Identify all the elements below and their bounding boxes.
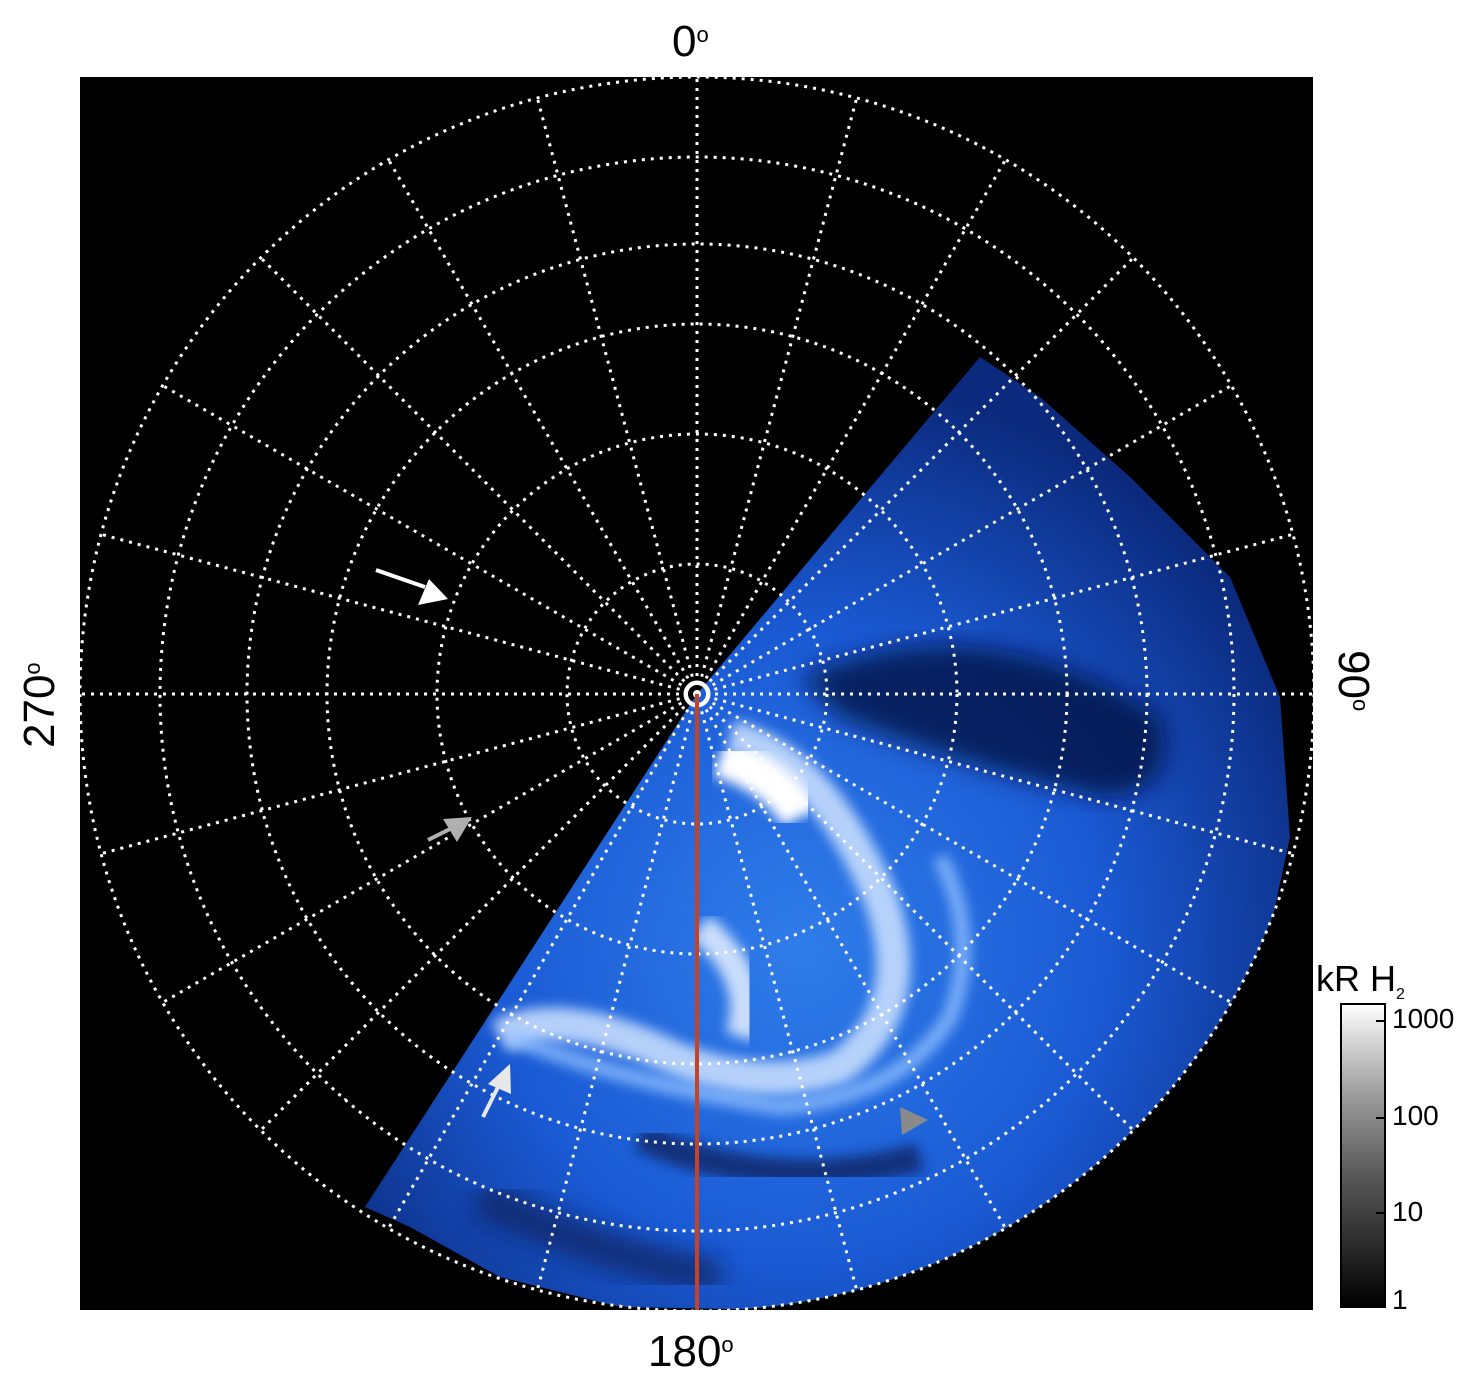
auroral-emission-region <box>365 357 1290 1310</box>
grid-spoke <box>100 532 698 696</box>
polar-image-frame <box>80 77 1313 1310</box>
colorbar-tick-1: 1 <box>1392 1284 1408 1315</box>
grid-spoke <box>161 692 698 1004</box>
colorbar-tickmark <box>1376 1212 1386 1214</box>
arrow-light-lower-left <box>481 1064 511 1118</box>
colorbar-tick-100: 100 <box>1392 1100 1439 1131</box>
arrow-white-upper-left <box>375 568 448 605</box>
polar-image <box>80 77 1313 1310</box>
grid-spoke <box>100 692 698 856</box>
colorbar-tickmark <box>1376 1117 1386 1119</box>
grid-spoke <box>695 256 1135 696</box>
polar-grid-spokes <box>80 77 1313 1310</box>
grid-spoke <box>259 692 699 1132</box>
colorbar-tickmark <box>1376 1020 1386 1022</box>
label-180-degrees: 180o <box>648 1327 734 1376</box>
grid-spoke <box>695 97 859 695</box>
label-0-degrees: 0o <box>672 17 709 66</box>
colorbar-title: kR H2 <box>1316 958 1405 1004</box>
grid-spoke <box>696 384 1233 696</box>
grid-spoke <box>696 692 1233 1004</box>
grid-spoke <box>695 692 1135 1132</box>
grid-spoke <box>695 693 1007 1230</box>
grid-spoke <box>535 97 699 695</box>
grid-spoke <box>535 693 699 1291</box>
grid-spoke <box>696 532 1294 696</box>
arrowhead-gray-lower-right <box>900 1107 928 1135</box>
label-90-degrees: 90o <box>1329 650 1378 712</box>
label-270-degrees: 270o <box>15 662 64 748</box>
grid-spoke <box>259 256 699 696</box>
grid-spoke <box>695 158 1007 695</box>
grid-spoke <box>387 158 699 695</box>
arrow-gray-middle-left <box>427 817 472 842</box>
grid-spoke <box>696 692 1294 856</box>
grid-spoke <box>161 384 698 696</box>
colorbar <box>1340 1003 1386 1308</box>
colorbar-tick-1000: 1000 <box>1392 1003 1455 1034</box>
grid-spoke <box>387 693 699 1230</box>
colorbar-tick-10: 10 <box>1392 1196 1424 1227</box>
grid-spoke <box>695 693 859 1291</box>
